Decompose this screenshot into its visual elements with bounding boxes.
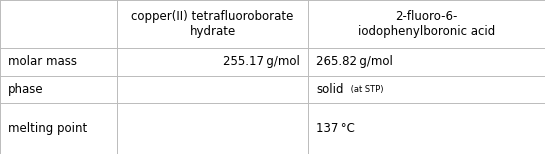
Text: (at STP): (at STP) <box>348 85 383 94</box>
Text: 265.82 g/mol: 265.82 g/mol <box>316 55 393 69</box>
Text: phase: phase <box>8 83 44 96</box>
Text: melting point: melting point <box>8 122 87 135</box>
Text: 137 °C: 137 °C <box>316 122 355 135</box>
Text: 2-fluoro-6-
iodophenylboronic acid: 2-fluoro-6- iodophenylboronic acid <box>358 10 495 38</box>
Text: 255.17 g/mol: 255.17 g/mol <box>223 55 300 69</box>
Text: molar mass: molar mass <box>8 55 77 69</box>
Text: solid: solid <box>316 83 343 96</box>
Text: copper(II) tetrafluoroborate
hydrate: copper(II) tetrafluoroborate hydrate <box>131 10 294 38</box>
